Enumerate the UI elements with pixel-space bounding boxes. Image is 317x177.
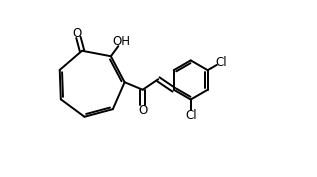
Text: OH: OH bbox=[113, 35, 131, 48]
Text: O: O bbox=[138, 104, 147, 117]
Text: Cl: Cl bbox=[216, 56, 227, 69]
Text: O: O bbox=[73, 27, 82, 40]
Text: Cl: Cl bbox=[185, 109, 197, 122]
